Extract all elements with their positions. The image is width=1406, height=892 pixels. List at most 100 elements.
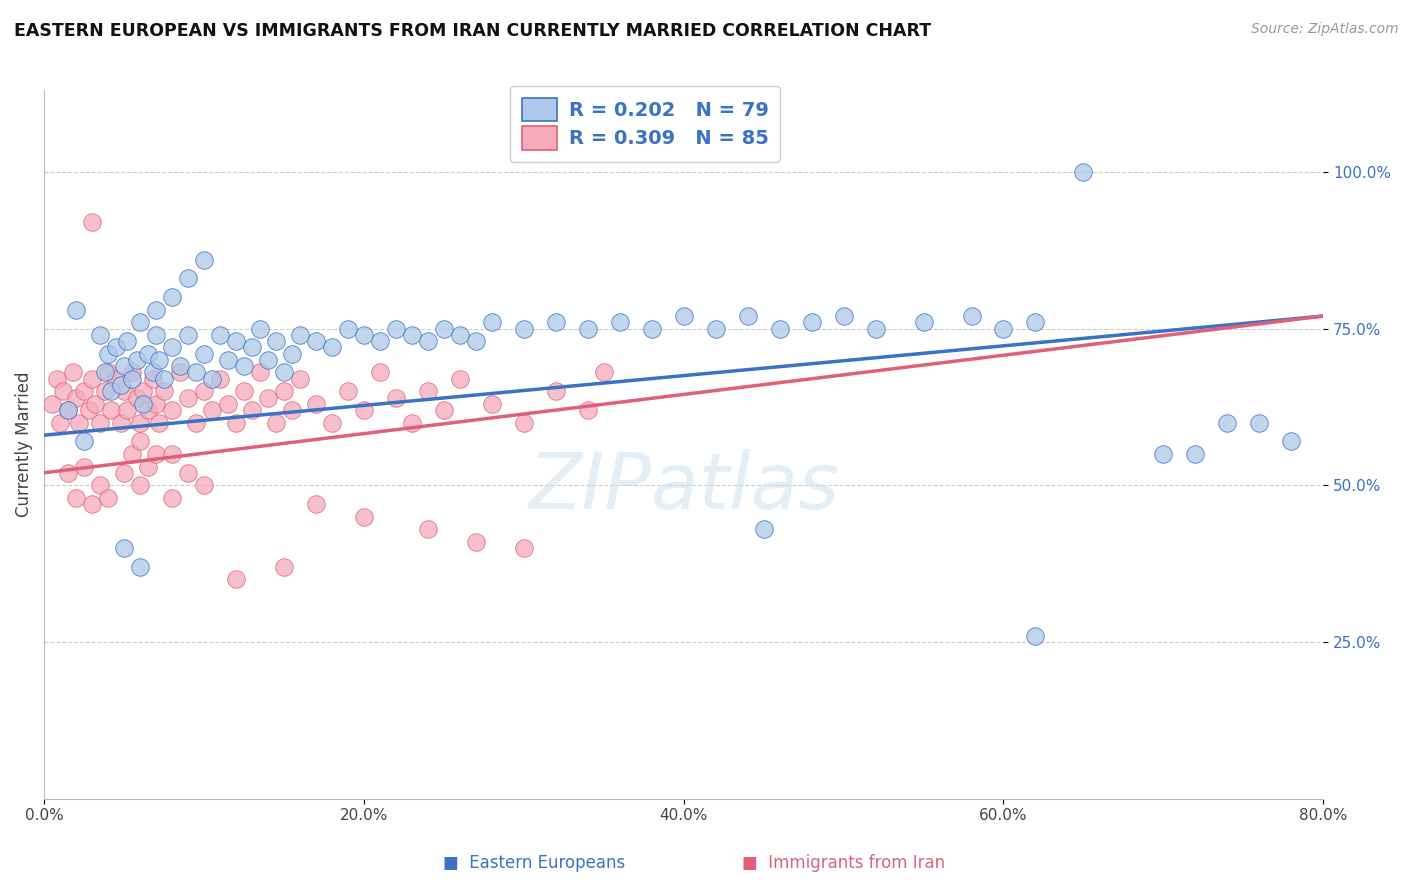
Point: [321, 340, 343, 354]
Point: [544, 315, 567, 329]
Point: [1152, 447, 1174, 461]
Point: [160, 491, 183, 505]
Point: [201, 403, 224, 417]
Point: [65, 391, 87, 405]
Point: [97, 346, 120, 360]
Point: [385, 391, 408, 405]
Point: [136, 459, 159, 474]
Point: [94, 384, 117, 399]
Point: [264, 416, 287, 430]
Point: [672, 309, 695, 323]
Point: [73, 459, 96, 474]
Point: [1184, 447, 1206, 461]
Point: [225, 572, 247, 586]
Point: [100, 384, 122, 399]
Point: [257, 353, 280, 368]
Point: [142, 366, 165, 380]
Point: [433, 321, 456, 335]
Point: [704, 321, 727, 335]
Point: [49, 416, 72, 430]
Point: [145, 327, 167, 342]
Point: [89, 327, 111, 342]
Point: [148, 353, 170, 368]
Point: [148, 416, 170, 430]
Point: [576, 403, 599, 417]
Point: [449, 372, 471, 386]
Point: [288, 327, 311, 342]
Point: [201, 372, 224, 386]
Point: [184, 366, 207, 380]
Point: [97, 491, 120, 505]
Point: [56, 403, 79, 417]
Point: [592, 366, 614, 380]
Point: [193, 478, 215, 492]
Point: [80, 497, 103, 511]
Point: [1073, 165, 1095, 179]
Point: [129, 434, 152, 449]
Point: [769, 321, 792, 335]
Point: [112, 541, 135, 555]
Point: [169, 359, 191, 374]
Point: [56, 466, 79, 480]
Point: [160, 403, 183, 417]
Point: [169, 366, 191, 380]
Point: [249, 366, 271, 380]
Point: [193, 252, 215, 267]
Text: ZIPatlas: ZIPatlas: [529, 449, 839, 525]
Point: [368, 366, 391, 380]
Point: [160, 340, 183, 354]
Point: [94, 366, 117, 380]
Text: ■  Eastern Europeans: ■ Eastern Europeans: [443, 855, 626, 872]
Point: [80, 215, 103, 229]
Point: [576, 321, 599, 335]
Point: [177, 327, 200, 342]
Point: [513, 321, 536, 335]
Point: [84, 397, 107, 411]
Point: [117, 403, 139, 417]
Point: [305, 334, 328, 348]
Point: [153, 372, 176, 386]
Point: [481, 397, 503, 411]
Point: [125, 353, 148, 368]
Point: [513, 541, 536, 555]
Point: [145, 447, 167, 461]
Point: [353, 403, 375, 417]
Y-axis label: Currently Married: Currently Married: [15, 372, 32, 517]
Point: [912, 315, 935, 329]
Point: [193, 346, 215, 360]
Point: [160, 447, 183, 461]
Point: [305, 497, 328, 511]
Point: [136, 403, 159, 417]
Point: [800, 315, 823, 329]
Point: [65, 302, 87, 317]
Point: [208, 372, 231, 386]
Point: [145, 397, 167, 411]
Point: [368, 334, 391, 348]
Point: [281, 403, 304, 417]
Point: [1279, 434, 1302, 449]
Point: [641, 321, 664, 335]
Point: [273, 559, 295, 574]
Point: [89, 478, 111, 492]
Point: [353, 327, 375, 342]
Point: [273, 366, 295, 380]
Point: [80, 372, 103, 386]
Point: [177, 466, 200, 480]
Point: [464, 334, 486, 348]
Point: [160, 290, 183, 304]
Point: [416, 334, 439, 348]
Point: [193, 384, 215, 399]
Point: [609, 315, 631, 329]
Point: [336, 384, 359, 399]
Point: [56, 403, 79, 417]
Point: [52, 384, 75, 399]
Point: [865, 321, 887, 335]
Point: [105, 372, 128, 386]
Point: [225, 416, 247, 430]
Point: [110, 416, 132, 430]
Point: [100, 403, 122, 417]
Point: [513, 416, 536, 430]
Point: [110, 378, 132, 392]
Point: [89, 416, 111, 430]
Point: [464, 534, 486, 549]
